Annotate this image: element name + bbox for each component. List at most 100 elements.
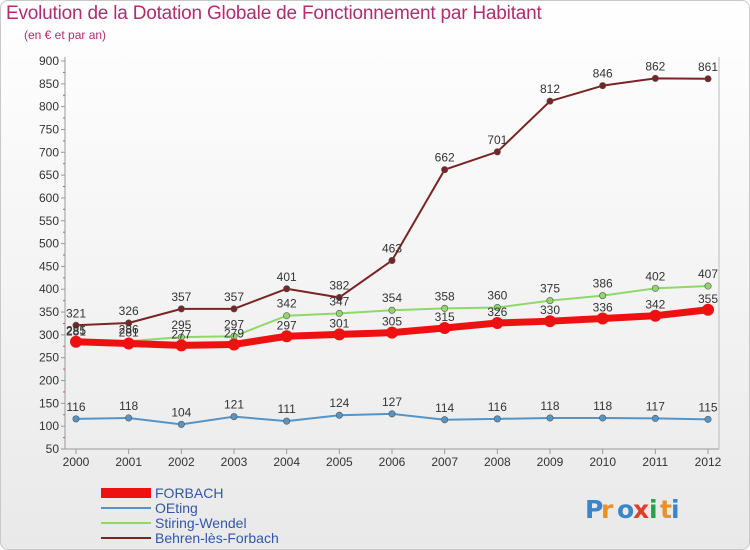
brand-letter: o bbox=[617, 495, 634, 524]
data-point bbox=[493, 148, 501, 156]
series-line-3 bbox=[75, 77, 709, 327]
data-point bbox=[441, 416, 449, 424]
y-tick-label: 250 bbox=[39, 351, 59, 365]
data-point bbox=[70, 335, 82, 348]
data-point bbox=[388, 306, 396, 314]
data-label: 301 bbox=[329, 316, 349, 330]
data-label: 121 bbox=[224, 398, 244, 412]
brand-letter: x bbox=[633, 495, 649, 524]
y-tick-label: 50 bbox=[46, 442, 60, 456]
data-point bbox=[704, 282, 712, 290]
y-tick-label: 100 bbox=[39, 419, 59, 433]
data-label: 115 bbox=[698, 400, 717, 414]
y-tick-label: 150 bbox=[39, 396, 59, 410]
data-point bbox=[175, 339, 188, 352]
data-point bbox=[493, 303, 501, 311]
data-label: 407 bbox=[698, 267, 718, 281]
data-label: 358 bbox=[435, 289, 455, 303]
data-label: 354 bbox=[382, 291, 402, 305]
data-point bbox=[438, 322, 451, 335]
axes: 50 100 150 200 250 300 350 400 450 500 550 600 650 70… bbox=[39, 54, 722, 469]
x-tick-label: 2004 bbox=[273, 455, 300, 469]
x-tick-label: 2006 bbox=[379, 455, 406, 469]
data-label: 812 bbox=[540, 82, 560, 96]
data-label: 357 bbox=[224, 290, 244, 304]
data-label: 862 bbox=[645, 59, 665, 73]
data-point bbox=[491, 317, 504, 330]
data-label: 321 bbox=[66, 306, 86, 320]
data-point bbox=[546, 414, 554, 422]
x-tick-label: 2009 bbox=[537, 455, 564, 469]
x-tick-label: 2012 bbox=[695, 455, 722, 469]
brand-letter: i bbox=[649, 495, 658, 524]
data-label: 382 bbox=[329, 278, 349, 292]
y-tick-label: 750 bbox=[39, 122, 59, 136]
data-label: 402 bbox=[645, 269, 665, 283]
x-tick-label: 2010 bbox=[589, 455, 616, 469]
data-point bbox=[125, 414, 133, 422]
data-label: 116 bbox=[66, 400, 85, 414]
data-point bbox=[230, 305, 238, 313]
data-label: 104 bbox=[171, 405, 191, 419]
data-label: 118 bbox=[540, 399, 559, 413]
data-label: 286 bbox=[119, 322, 139, 336]
y-tick-label: 700 bbox=[39, 145, 59, 159]
data-point bbox=[335, 293, 343, 301]
series-layer bbox=[70, 74, 714, 428]
data-label: 386 bbox=[593, 277, 613, 291]
data-point bbox=[388, 410, 396, 418]
data-label: 355 bbox=[698, 292, 718, 306]
data-label: 336 bbox=[593, 300, 613, 314]
y-tick-label: 800 bbox=[39, 100, 59, 114]
y-tick-label: 650 bbox=[39, 168, 59, 182]
brand-letter: P bbox=[585, 495, 603, 524]
data-point bbox=[177, 420, 185, 428]
y-tick-label: 450 bbox=[39, 259, 59, 273]
data-point bbox=[544, 315, 556, 328]
data-point bbox=[386, 326, 398, 339]
data-label: 463 bbox=[382, 241, 402, 255]
legend-label: OEting bbox=[155, 500, 198, 516]
data-point bbox=[388, 256, 396, 264]
data-label: 117 bbox=[646, 399, 665, 413]
data-label: 360 bbox=[487, 288, 507, 302]
data-point bbox=[546, 97, 554, 105]
data-point bbox=[283, 312, 291, 320]
data-point bbox=[651, 284, 659, 292]
data-label: 111 bbox=[278, 402, 297, 416]
chart-subtitle: (en € et par an) bbox=[24, 28, 107, 42]
data-label: 846 bbox=[593, 67, 613, 81]
data-point bbox=[228, 338, 240, 351]
data-point bbox=[283, 285, 291, 293]
data-point bbox=[651, 74, 659, 82]
data-label: 114 bbox=[435, 401, 454, 415]
data-label: 315 bbox=[435, 310, 455, 324]
data-label: 662 bbox=[435, 151, 455, 165]
data-label: 285 bbox=[66, 324, 86, 338]
brand-letter: r bbox=[601, 495, 614, 524]
data-label: 281 bbox=[119, 326, 139, 340]
x-tick-label: 2003 bbox=[221, 455, 248, 469]
data-point bbox=[122, 337, 135, 350]
x-tick-label: 2011 bbox=[642, 455, 668, 469]
data-label: 281 bbox=[66, 325, 86, 339]
data-label: 116 bbox=[488, 400, 507, 414]
data-label: 297 bbox=[277, 318, 297, 332]
data-label: 342 bbox=[277, 297, 297, 311]
data-label: 401 bbox=[277, 270, 297, 284]
data-point bbox=[283, 417, 291, 425]
x-tick-label: 2005 bbox=[326, 455, 353, 469]
data-point bbox=[649, 309, 662, 322]
data-label: 124 bbox=[329, 396, 349, 410]
chart-title: Evolution de la Dotation Globale de Fonc… bbox=[6, 3, 542, 24]
y-tick-label: 200 bbox=[39, 374, 59, 388]
proxiti-logo: Pr ox i t i bbox=[585, 495, 680, 524]
y-tick-label: 850 bbox=[39, 77, 59, 91]
data-point bbox=[596, 312, 609, 325]
x-tick-label: 2007 bbox=[431, 455, 458, 469]
data-label: 326 bbox=[119, 304, 139, 318]
x-tick-label: 2008 bbox=[484, 455, 511, 469]
legend-swatch bbox=[101, 488, 151, 498]
